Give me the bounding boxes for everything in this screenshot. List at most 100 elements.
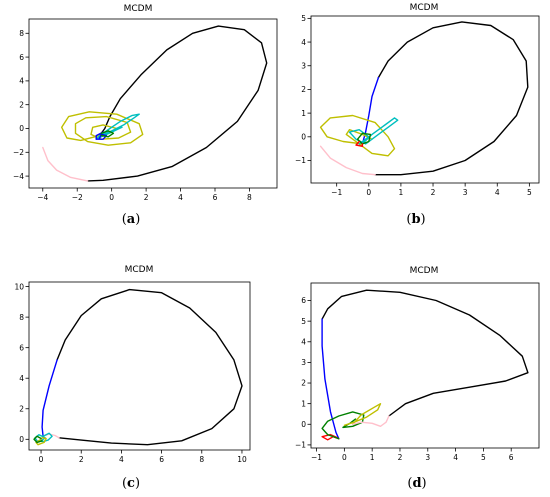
caption-close-paren: ) bbox=[421, 212, 426, 227]
panel-d: MCDM −1 0 1 2 3 4 5 6 −1 0 1 2 3 4 5 6 (d) bbox=[295, 266, 540, 491]
caption-open-paren: ( bbox=[407, 476, 412, 491]
y-tick-label: 6 bbox=[301, 296, 306, 305]
axes-frame bbox=[28, 18, 278, 189]
x-tick-label: 6 bbox=[509, 453, 514, 462]
series-line-5 bbox=[33, 435, 43, 444]
series-line-0 bbox=[374, 21, 529, 176]
x-tick-label: 4 bbox=[495, 188, 500, 197]
axes-frame bbox=[310, 282, 540, 449]
panel-b: MCDM −1 0 1 2 3 4 5 −1 0 1 2 3 4 5 (b) bbox=[295, 3, 540, 227]
y-tick-label: 0 bbox=[301, 133, 306, 142]
x-tick-label: 0 bbox=[342, 453, 347, 462]
plot-area bbox=[321, 289, 529, 441]
x-tick-label: 1 bbox=[399, 188, 404, 197]
series-line-0 bbox=[86, 25, 268, 182]
y-tick-label: 5 bbox=[301, 14, 306, 23]
x-tick-label: 2 bbox=[79, 455, 84, 464]
caption-open-paren: ( bbox=[122, 476, 127, 491]
plot-area bbox=[319, 21, 529, 176]
y-tick-label: 4 bbox=[19, 374, 24, 383]
series-line-6 bbox=[355, 140, 364, 148]
x-tick-label: 8 bbox=[199, 455, 204, 464]
y-tick-label: 1 bbox=[301, 399, 306, 408]
y-tick-label: 2 bbox=[19, 100, 24, 109]
x-tick-label: 0 bbox=[39, 455, 44, 464]
series-line-1 bbox=[42, 146, 89, 182]
y-tick-label: −1 bbox=[295, 441, 306, 450]
x-tick-label: −2 bbox=[72, 193, 83, 202]
x-tick-label: 6 bbox=[213, 193, 218, 202]
chart-title: MCDM bbox=[125, 265, 154, 275]
caption-open-paren: ( bbox=[406, 212, 411, 227]
x-tick-label: 0 bbox=[366, 188, 371, 197]
y-tick-label: 8 bbox=[19, 29, 24, 38]
x-tick-label: 6 bbox=[159, 455, 164, 464]
y-tick-label: −4 bbox=[13, 172, 24, 181]
caption-close-paren: ) bbox=[422, 476, 427, 491]
chart-title: MCDM bbox=[410, 3, 439, 13]
x-tick-label: 1 bbox=[370, 453, 375, 462]
caption-open-paren: ( bbox=[122, 212, 127, 227]
x-tick-label: 5 bbox=[481, 453, 486, 462]
x-tick-label: 2 bbox=[398, 453, 403, 462]
series-line-3 bbox=[319, 114, 396, 157]
y-tick-label: −1 bbox=[295, 156, 306, 165]
x-tick-label: 10 bbox=[237, 455, 247, 464]
series-line-4 bbox=[348, 117, 399, 145]
x-tick-label: 2 bbox=[144, 193, 149, 202]
caption-letter: c bbox=[127, 476, 135, 491]
x-tick-label: 8 bbox=[247, 193, 252, 202]
y-tick-label: 2 bbox=[301, 379, 306, 388]
series-line-0 bbox=[56, 288, 243, 446]
x-tick-label: 3 bbox=[463, 188, 468, 197]
panel-caption: (b) bbox=[406, 212, 425, 227]
y-tick-label: 8 bbox=[19, 313, 24, 322]
y-tick-label: 3 bbox=[301, 358, 306, 367]
y-tick-label: 5 bbox=[301, 317, 306, 326]
x-tick-label: 0 bbox=[109, 193, 114, 202]
series-line-5 bbox=[352, 415, 390, 427]
axes-frame bbox=[310, 15, 540, 184]
series-line-5 bbox=[356, 132, 372, 145]
chart-title: MCDM bbox=[410, 266, 439, 276]
panel-caption: (a) bbox=[122, 212, 141, 227]
panel-caption: (c) bbox=[122, 476, 140, 491]
caption-letter: b bbox=[411, 212, 420, 227]
panel-a: MCDM −4 −2 0 2 4 6 8 −4 −2 0 2 4 6 8 (a) bbox=[13, 4, 278, 227]
series-line-0 bbox=[321, 289, 529, 417]
x-tick-label: 4 bbox=[453, 453, 458, 462]
y-tick-label: 4 bbox=[19, 77, 24, 86]
series-line-5 bbox=[100, 130, 115, 138]
panel-caption: (d) bbox=[407, 476, 426, 491]
x-tick-label: 3 bbox=[425, 453, 430, 462]
caption-close-paren: ) bbox=[135, 212, 140, 227]
x-tick-label: −1 bbox=[331, 188, 342, 197]
y-tick-label: 3 bbox=[301, 61, 306, 70]
x-tick-label: 4 bbox=[119, 455, 124, 464]
y-tick-label: 2 bbox=[19, 404, 24, 413]
y-tick-label: 0 bbox=[301, 420, 306, 429]
y-tick-label: 4 bbox=[301, 337, 306, 346]
y-tick-label: 6 bbox=[19, 343, 24, 352]
x-tick-label: −1 bbox=[311, 453, 322, 462]
x-tick-label: 5 bbox=[527, 188, 532, 197]
y-tick-label: 2 bbox=[301, 85, 306, 94]
series-line-4 bbox=[95, 131, 108, 140]
plot-area bbox=[33, 288, 243, 446]
y-tick-label: 10 bbox=[14, 282, 24, 291]
series-line-2 bbox=[319, 145, 376, 176]
y-tick-label: −2 bbox=[13, 148, 24, 157]
caption-close-paren: ) bbox=[135, 476, 140, 491]
series-line-3 bbox=[321, 411, 365, 440]
y-tick-label: 0 bbox=[19, 435, 24, 444]
x-tick-label: −4 bbox=[37, 193, 48, 202]
y-tick-label: 4 bbox=[301, 38, 306, 47]
series-line-1 bbox=[41, 359, 58, 437]
caption-letter: a bbox=[127, 212, 136, 227]
caption-letter: d bbox=[412, 476, 421, 491]
plot-area bbox=[42, 25, 268, 182]
y-tick-label: 1 bbox=[301, 109, 306, 118]
y-tick-label: 0 bbox=[19, 124, 24, 133]
chart-title: MCDM bbox=[124, 4, 153, 14]
